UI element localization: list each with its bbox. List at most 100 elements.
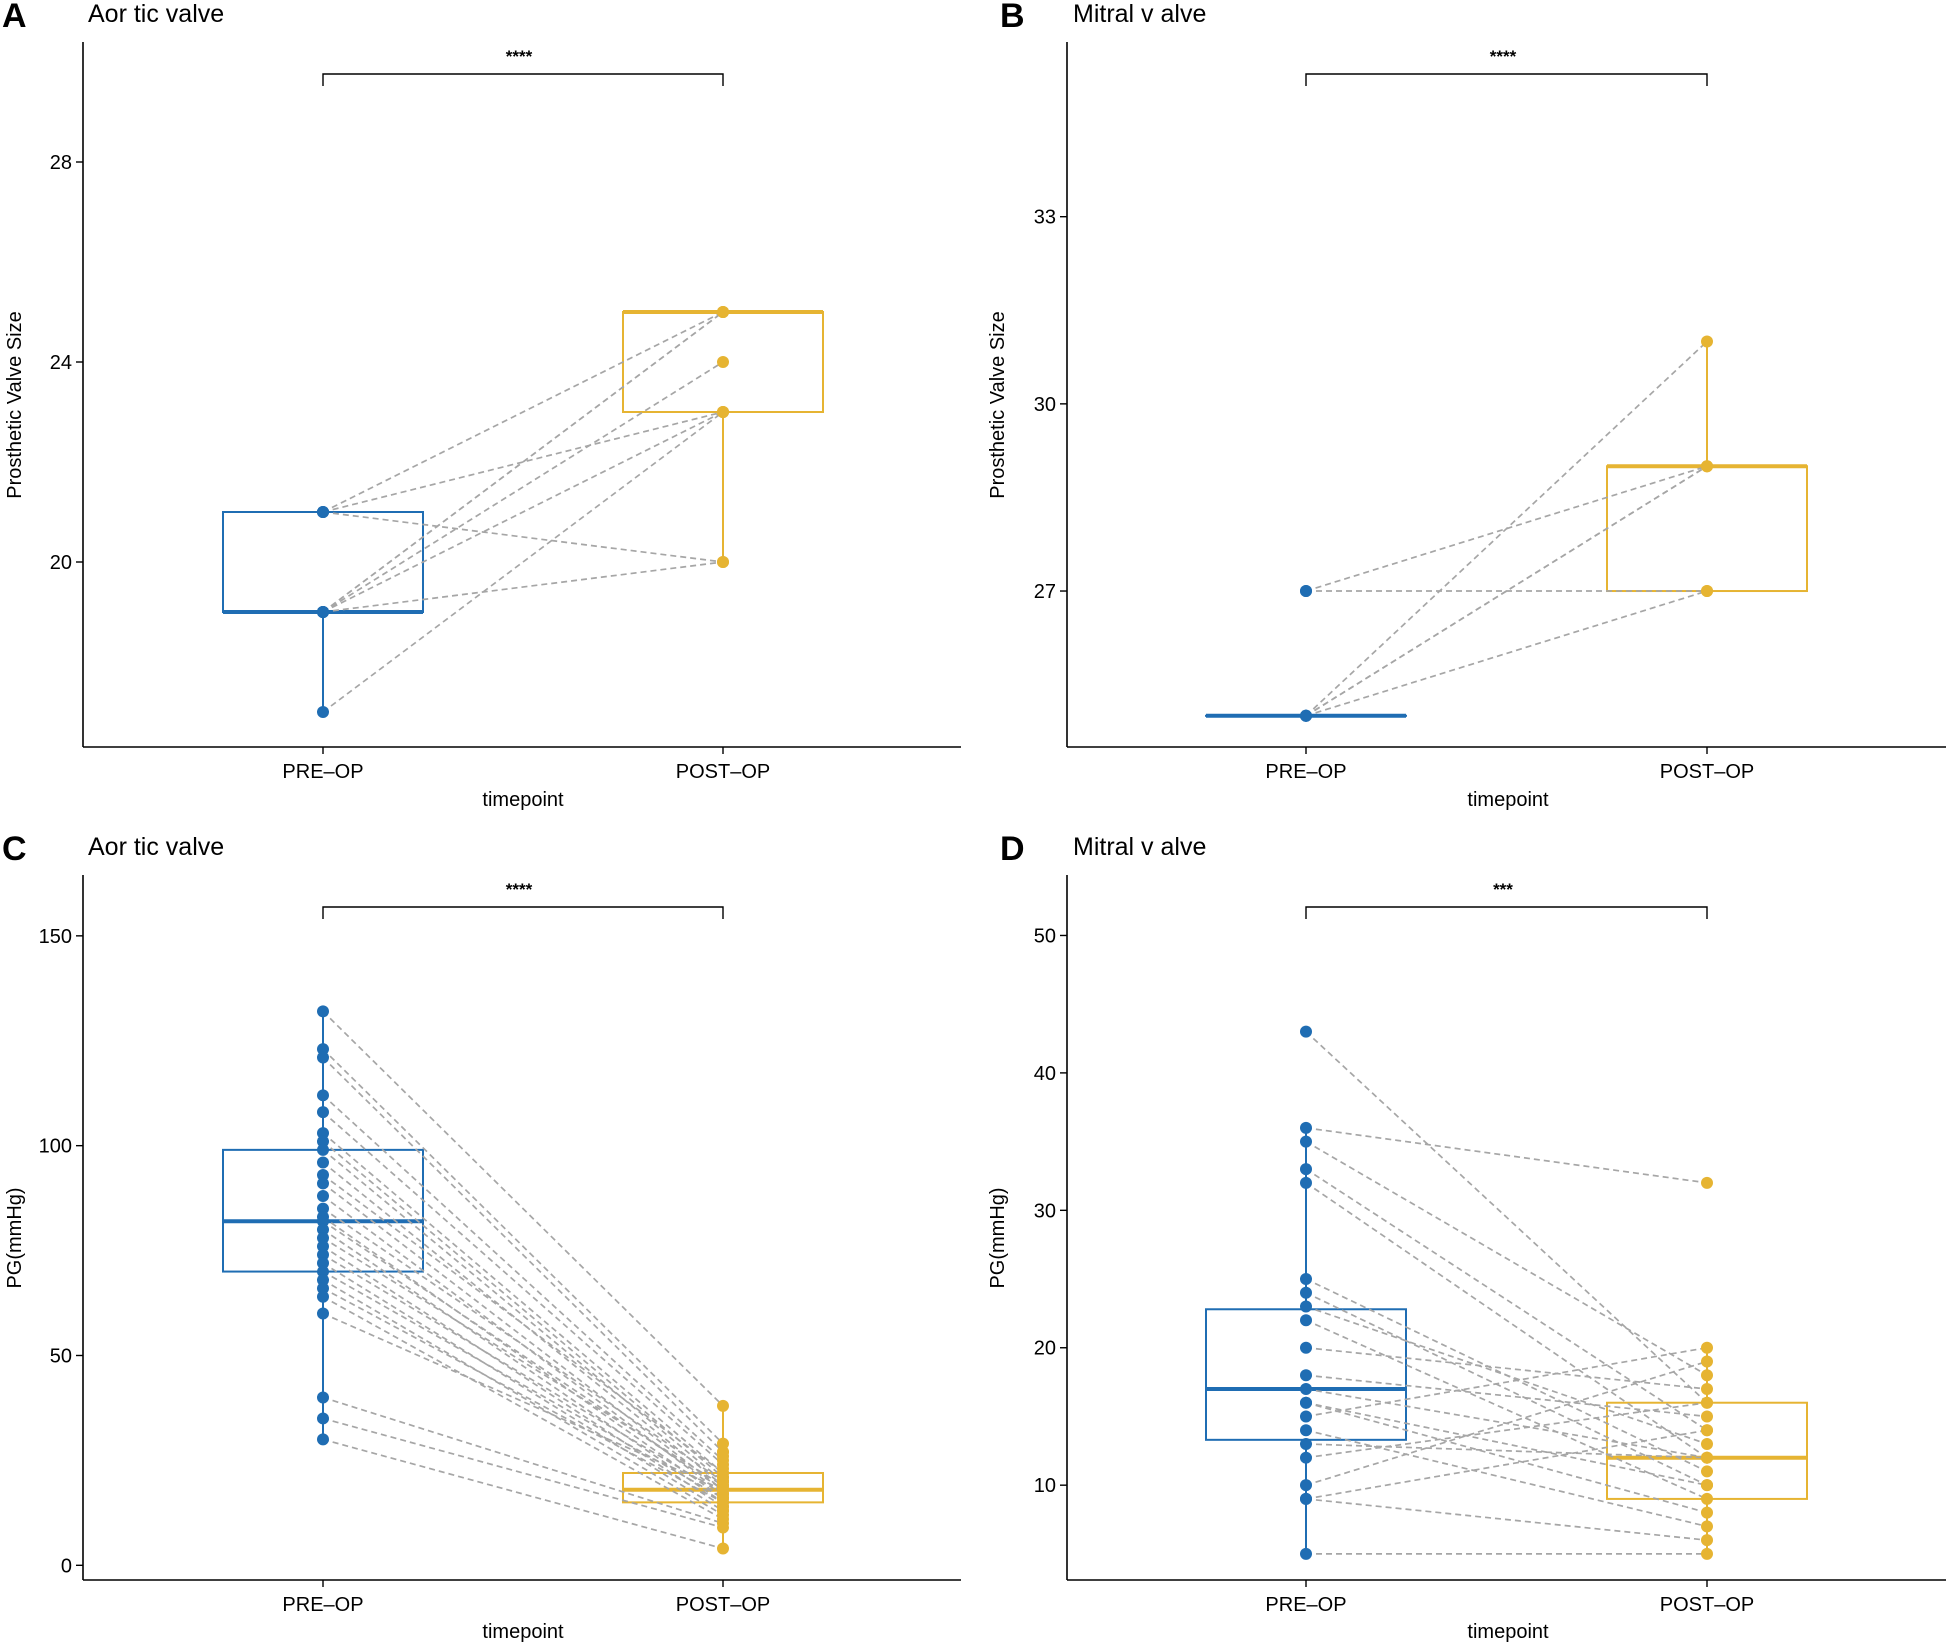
panel-a-significance-label: **** bbox=[506, 47, 533, 66]
panel-a: A Aor tic valve timepoint Prosthetic Val… bbox=[2, 0, 961, 811]
panel-c-x-tick-label: POST–OP bbox=[676, 1594, 770, 1616]
panel-a-pair-line bbox=[322, 561, 724, 613]
panel-c-y-axis-title: PG(mmHg) bbox=[4, 1187, 26, 1288]
panel-c-pair-line bbox=[322, 1216, 724, 1499]
panel-d-post-point bbox=[1701, 1382, 1713, 1395]
panel-c-post-point bbox=[717, 1450, 729, 1463]
panel-c-pre-point bbox=[317, 1190, 329, 1203]
panel-a-post-point bbox=[717, 306, 729, 318]
panel-b-plot-area: 27 30 33 PRE–OP POST–OP bbox=[1034, 42, 1946, 783]
panel-d-pair-line bbox=[1305, 1443, 1708, 1459]
panel-c-pair-line bbox=[322, 1438, 724, 1550]
panel-d-pair-line bbox=[1305, 1168, 1708, 1431]
panel-d-y-tick-label: 40 bbox=[1034, 1063, 1056, 1085]
panel-c-pair-line bbox=[322, 1182, 724, 1491]
panel-d-y-tick-label: 20 bbox=[1034, 1338, 1056, 1360]
panel-d-post-point bbox=[1701, 1492, 1713, 1505]
panel-d-x-tick-label: PRE–OP bbox=[1265, 1594, 1346, 1616]
panel-c-pair-line bbox=[322, 1262, 724, 1512]
panel-d-pair-line bbox=[1305, 1346, 1708, 1418]
panel-a-pair-line bbox=[322, 511, 724, 563]
panel-b-pair-line bbox=[1305, 590, 1708, 717]
panel-c-plot-area: 0 50 100 150 PRE–OP POST–OP bbox=[39, 875, 961, 1616]
panel-d-y-tick-label: 30 bbox=[1034, 1200, 1056, 1222]
panel-b: B Mitral v alve timepoint Prosthetic Val… bbox=[987, 0, 1946, 811]
panel-letter-c: C bbox=[2, 830, 27, 868]
panel-c-pre-point bbox=[317, 1282, 329, 1295]
panel-c-pre-point bbox=[317, 1391, 329, 1404]
panel-d-post-point bbox=[1701, 1410, 1713, 1423]
panel-d-y-tick-label: 50 bbox=[1034, 925, 1056, 947]
panel-c-post-point bbox=[717, 1521, 729, 1534]
panel-d-pair-line bbox=[1305, 1388, 1708, 1459]
panel-b-x-tick-label: PRE–OP bbox=[1265, 761, 1346, 783]
panel-c-pair-line bbox=[322, 1237, 724, 1487]
panel-d-y-tick-label: 10 bbox=[1034, 1475, 1056, 1497]
panel-c-pre-point bbox=[317, 1412, 329, 1425]
panel-a-x-tick-label: PRE–OP bbox=[282, 761, 363, 783]
panel-c-x-tick-label: PRE–OP bbox=[282, 1594, 363, 1616]
panel-d-pair-line bbox=[1305, 1182, 1708, 1459]
panel-d-significance-label: *** bbox=[1493, 880, 1513, 899]
panel-b-post-point bbox=[1701, 335, 1713, 348]
panel-c-significance-bracket bbox=[322, 906, 724, 919]
panel-c-pre-point bbox=[317, 1089, 329, 1102]
panel-c-y-tick-label: 100 bbox=[39, 1136, 72, 1158]
panel-d-pair-line bbox=[1305, 1498, 1708, 1541]
panel-b-y-tick-label: 33 bbox=[1034, 207, 1056, 229]
panel-c-pair-line bbox=[322, 1094, 724, 1462]
panel-b-title: Mitral v alve bbox=[1073, 0, 1206, 28]
panel-c-pre-point bbox=[317, 1231, 329, 1244]
panel-b-post-point bbox=[1701, 585, 1713, 598]
panel-c-y-tick-label: 150 bbox=[39, 926, 72, 948]
panel-d-pair-line bbox=[1305, 1401, 1708, 1487]
panel-c-pair-line bbox=[322, 1417, 724, 1529]
panel-d-pre-point bbox=[1300, 1273, 1312, 1286]
panel-d-pre-point bbox=[1300, 1437, 1312, 1450]
panel-b-pre-point bbox=[1300, 709, 1312, 722]
panel-c-post-point bbox=[717, 1542, 729, 1555]
panel-d-significance-bracket bbox=[1305, 906, 1708, 919]
panel-d-pre-point bbox=[1300, 1424, 1312, 1437]
panel-a-plot-area: 20 24 28 PRE–OP POST–OP bbox=[50, 42, 961, 783]
panel-d-x-axis-title: timepoint bbox=[1467, 1621, 1549, 1643]
panel-a-significance-bracket bbox=[322, 73, 724, 86]
panel-d-pre-point bbox=[1300, 1492, 1312, 1505]
panel-d-pair-line bbox=[1305, 1346, 1708, 1390]
panel-c-pair-line bbox=[322, 1149, 724, 1483]
panel-d-pre-point bbox=[1300, 1369, 1312, 1382]
panel-a-pre-point bbox=[317, 606, 329, 618]
panel-d-y-axis-title: PG(mmHg) bbox=[987, 1187, 1009, 1288]
panel-a-pair-line bbox=[322, 361, 724, 613]
panel-c-pair-line bbox=[322, 1279, 724, 1516]
panel-a-box bbox=[222, 511, 424, 613]
panel-c-pair-line bbox=[322, 1287, 724, 1504]
panel-b-pair-line bbox=[1305, 465, 1708, 717]
panel-d-pair-line bbox=[1305, 1140, 1708, 1376]
panel-c-pre-point bbox=[317, 1265, 329, 1278]
panel-d-pair-line bbox=[1305, 1401, 1708, 1459]
panel-d-post-point bbox=[1701, 1520, 1713, 1533]
panel-c-pair-line bbox=[322, 1111, 724, 1466]
panel-d-plot-area: 10 20 30 40 50 PRE–OP POST–OP bbox=[1034, 875, 1946, 1616]
panel-a-post-point bbox=[717, 556, 729, 568]
panel-c-pair-line bbox=[322, 1228, 724, 1504]
panel-d-pair-line bbox=[1305, 1374, 1708, 1418]
panel-c-pre-point bbox=[317, 1156, 329, 1169]
panel-c-post-point bbox=[717, 1437, 729, 1450]
panel-b-box bbox=[1606, 465, 1808, 593]
panel-d-pair-line bbox=[1305, 1305, 1708, 1445]
panel-d-pre-point bbox=[1300, 1314, 1312, 1327]
panel-c-pair-line bbox=[322, 1295, 724, 1520]
panel-a-pair-line bbox=[322, 411, 724, 713]
panel-d-post-point bbox=[1701, 1479, 1713, 1492]
panel-a-y-tick-label: 20 bbox=[50, 552, 72, 574]
panel-b-y-tick-label: 30 bbox=[1034, 394, 1056, 416]
panel-c-post-point bbox=[717, 1492, 729, 1505]
panel-c-pre-point bbox=[317, 1240, 329, 1253]
panel-d-pair-line bbox=[1305, 1429, 1708, 1528]
panel-d-pre-point bbox=[1300, 1286, 1312, 1299]
panel-c-pre-point bbox=[317, 1223, 329, 1236]
panel-c-pre-point bbox=[317, 1290, 329, 1303]
